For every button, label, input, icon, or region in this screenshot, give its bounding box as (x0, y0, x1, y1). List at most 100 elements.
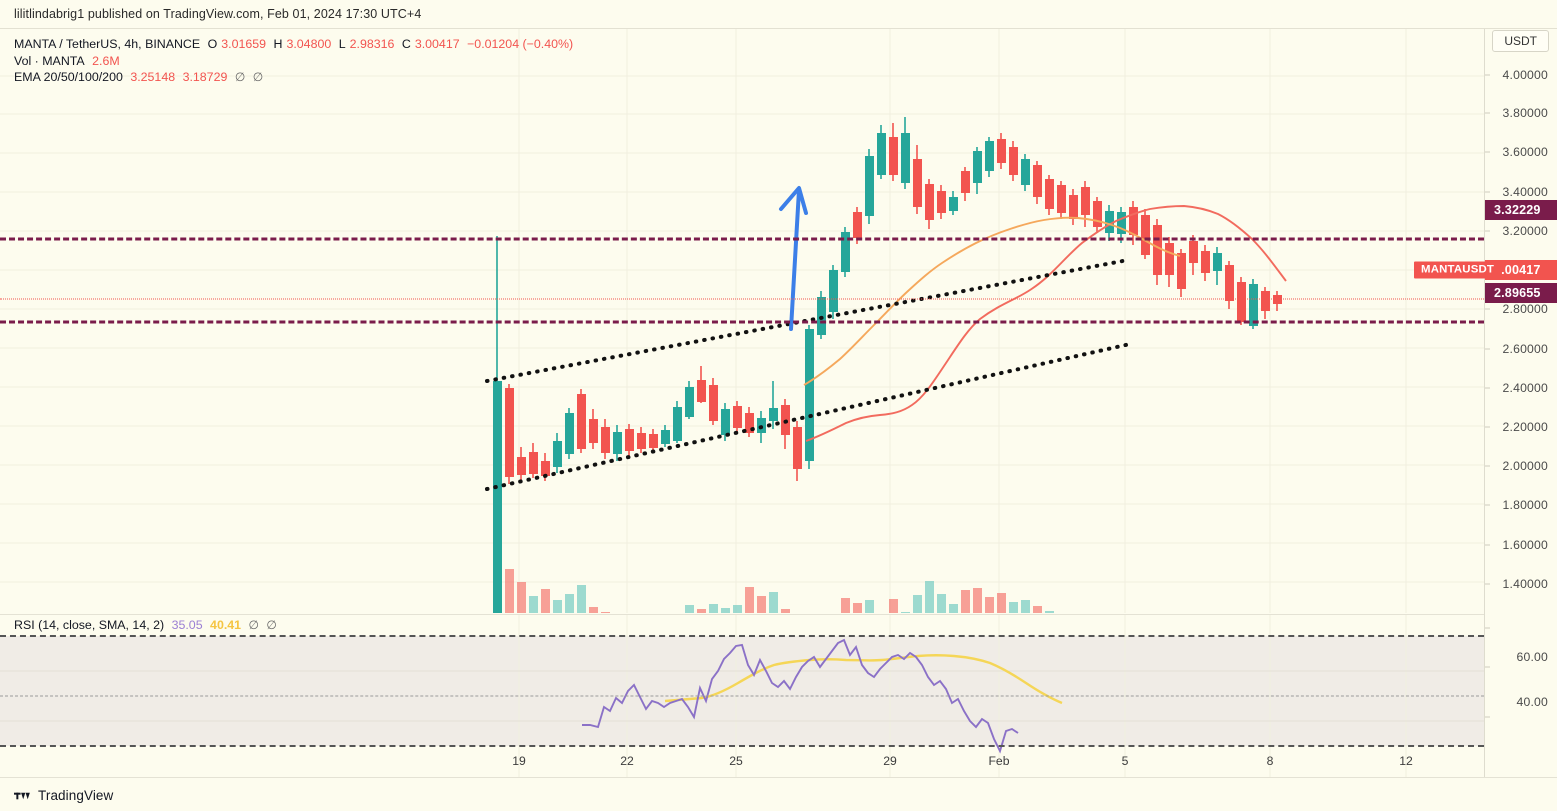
rsi-legend[interactable]: RSI (14, close, SMA, 14, 2) 35.05 40.41 … (14, 618, 281, 632)
axis-tick (1485, 308, 1490, 310)
symbol-tag[interactable]: MANTAUSDT (1414, 261, 1502, 279)
axis-label-3-8: 3.80000 (1502, 106, 1548, 120)
horizontal-gridlines (0, 75, 1484, 583)
legend-close-value: 3.00417 (414, 37, 460, 51)
legend-symbol[interactable]: MANTA / TetherUS, 4h, BINANCE (14, 37, 201, 51)
legend-open-value: 3.01659 (221, 37, 267, 51)
resistance-price-badge[interactable]: 3.32229 (1485, 200, 1557, 220)
price-pane[interactable] (0, 29, 1484, 613)
axis-tick (1485, 583, 1490, 585)
volume-bars (493, 398, 1054, 613)
rsi-axis-tick (1485, 716, 1490, 718)
rsi-vertical-gridlines (518, 615, 1407, 777)
time-label-25: 25 (729, 754, 743, 768)
rsi-overbought-line (0, 635, 1484, 637)
axis-tick (1485, 348, 1490, 350)
legend-open-label: O (207, 37, 218, 51)
legend-volume-value: 2.6M (92, 53, 120, 68)
axis-tick (1485, 74, 1490, 76)
rsi-line (582, 638, 1019, 754)
legend-ema-value-4: ∅ (252, 70, 264, 84)
legend-high-value: 3.04800 (286, 37, 332, 51)
axis-label-2-0: 2.00000 (1502, 459, 1548, 473)
legend-ema-value-1: 3.25148 (130, 70, 176, 84)
axis-tick (1485, 387, 1490, 389)
last-price-badge[interactable]: 3.00417 (1485, 260, 1557, 280)
axis-label-1-8: 1.80000 (1502, 498, 1548, 512)
legend-row-symbol: MANTA / TetherUS, 4h, BINANCE O 3.01659 H… (14, 36, 577, 53)
legend-low-value: 2.98316 (349, 37, 395, 51)
tradingview-brand-label: TradingView (38, 788, 114, 803)
price-legend[interactable]: MANTA / TetherUS, 4h, BINANCE O 3.01659 H… (14, 36, 577, 86)
axis-tick (1485, 465, 1490, 467)
rsi-legend-sma-value: 40.41 (210, 618, 242, 632)
axis-label-2-2: 2.20000 (1502, 420, 1548, 434)
axis-tick (1485, 191, 1490, 193)
axis-tick (1485, 426, 1490, 428)
legend-ema-label[interactable]: EMA 20/50/100/200 (14, 70, 123, 84)
axis-label-1-6: 1.60000 (1502, 538, 1548, 552)
rsi-oversold-line (0, 745, 1484, 747)
axis-label-3-6: 3.60000 (1502, 145, 1548, 159)
channel-upper-trendline (485, 258, 1130, 383)
legend-low-label: L (338, 37, 346, 51)
publisher-line: lilitlindabrig1 published on TradingView… (14, 7, 422, 21)
time-label-12: 12 (1399, 754, 1413, 768)
axis-label-4: 4.00000 (1502, 68, 1548, 82)
time-label-29: 29 (883, 754, 897, 768)
time-axis[interactable]: 19 22 25 29 Feb 5 8 12 (0, 749, 1557, 775)
legend-high-label: H (273, 37, 283, 51)
rsi-axis-label-40: 40.00 (1516, 695, 1548, 709)
axis-label-3-2: 3.20000 (1502, 224, 1548, 238)
rsi-legend-extra-2: ∅ (266, 618, 277, 632)
rsi-axis-tick (1485, 666, 1490, 668)
tradingview-logo-icon (14, 792, 30, 799)
rsi-axis-label-60: 60.00 (1516, 650, 1548, 664)
last-price-line (0, 298, 1484, 300)
time-label-22: 22 (620, 754, 634, 768)
support-level-line[interactable] (0, 320, 1484, 324)
pane-divider[interactable] (0, 614, 1484, 615)
axis-tick (1485, 112, 1490, 114)
rsi-sma-line (664, 654, 1063, 705)
rsi-band-fill (0, 636, 1484, 746)
time-axis-divider (0, 777, 1557, 778)
axis-tick (1485, 504, 1490, 506)
footer: TradingView (14, 788, 113, 803)
axis-tick (1485, 230, 1490, 232)
legend-volume-label[interactable]: Vol · MANTA (14, 53, 85, 68)
axis-tick (1485, 151, 1490, 153)
rsi-legend-title[interactable]: RSI (14, close, SMA, 14, 2) (14, 618, 165, 632)
rsi-plot (0, 615, 1484, 777)
channel-lower-trendline (485, 342, 1132, 491)
up-arrow-annotation (779, 186, 808, 331)
axis-label-1-4: 1.40000 (1502, 577, 1548, 591)
rsi-pane[interactable] (0, 615, 1484, 777)
rsi-midline (0, 695, 1484, 697)
support-price-badge[interactable]: 2.89655 (1485, 283, 1557, 303)
time-label-19: 19 (512, 754, 526, 768)
candlesticks (493, 117, 1282, 613)
price-axis[interactable]: USDT 4.00000 3.80000 3.60000 3.40000 3.2… (1485, 0, 1557, 748)
time-label-8: 8 (1266, 754, 1274, 768)
legend-ema-value-3: ∅ (234, 70, 246, 84)
price-plot (0, 29, 1484, 613)
time-label-5: 5 (1121, 754, 1129, 768)
rsi-horizontal-gridlines (0, 670, 1484, 722)
legend-ema-value-2: 3.18729 (182, 70, 228, 84)
rsi-legend-value: 35.05 (171, 618, 203, 632)
resistance-level-line[interactable] (0, 237, 1484, 241)
currency-chip[interactable]: USDT (1492, 30, 1549, 52)
axis-label-3-4: 3.40000 (1502, 185, 1548, 199)
rsi-axis-tick (1485, 627, 1490, 629)
legend-row-ema: EMA 20/50/100/200 3.25148 3.18729 ∅ ∅ (14, 69, 577, 86)
axis-tick (1485, 544, 1490, 546)
time-label-feb: Feb (988, 754, 1010, 768)
axis-divider (1484, 29, 1485, 777)
axis-label-2-6: 2.60000 (1502, 342, 1548, 356)
legend-close-label: C (401, 37, 411, 51)
axis-label-2-8: 2.80000 (1502, 302, 1548, 316)
legend-row-volume: Vol · MANTA 2.6M (14, 53, 577, 70)
chart-frame (0, 28, 1557, 784)
rsi-legend-extra-1: ∅ (248, 618, 259, 632)
